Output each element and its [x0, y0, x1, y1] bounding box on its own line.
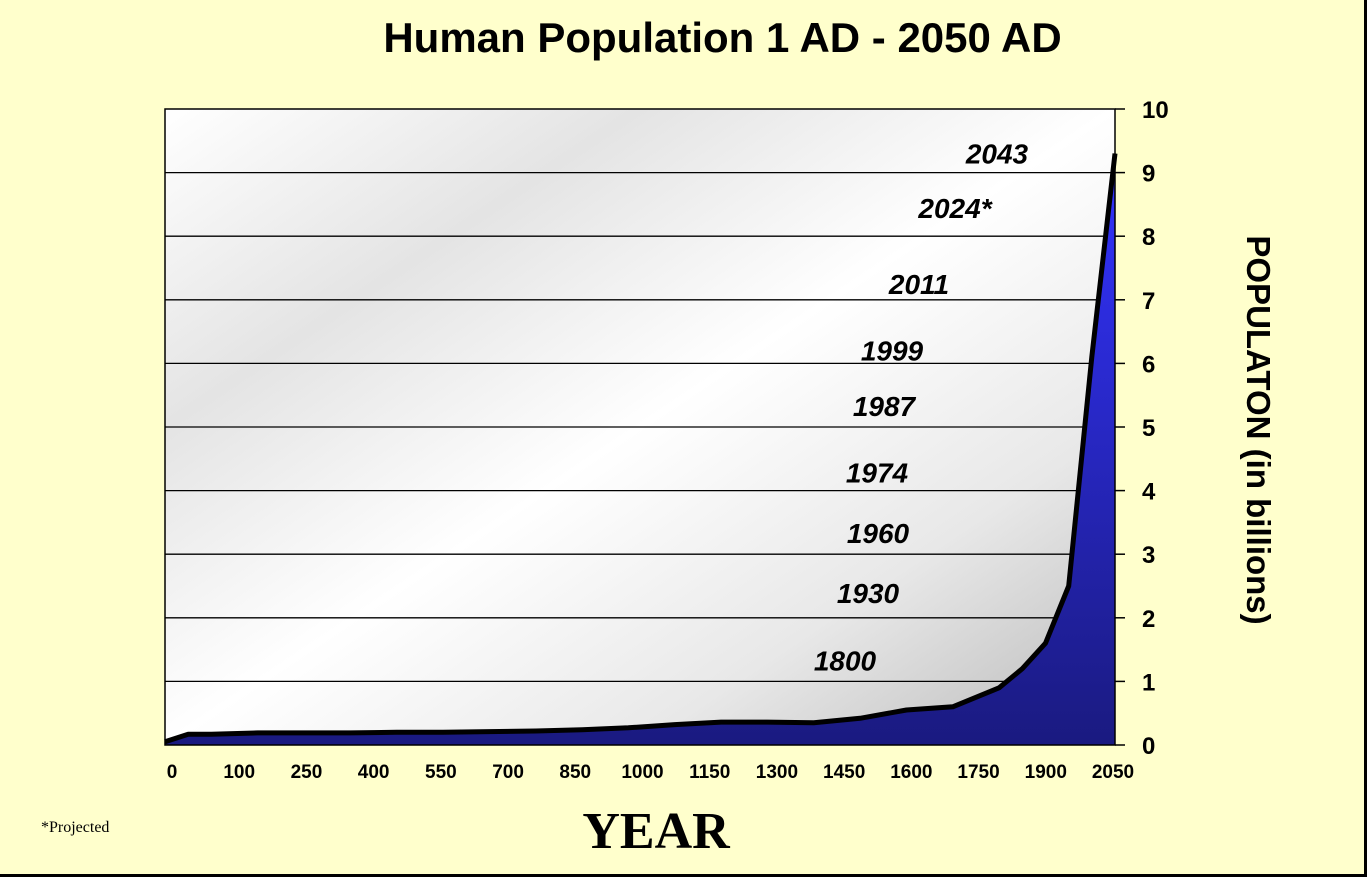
y-tick-label: 4 — [1142, 479, 1156, 506]
population-area — [165, 153, 1115, 745]
x-tick-label: 1750 — [957, 762, 999, 783]
milestone-label: 1930 — [837, 578, 900, 609]
x-tick-label: 1000 — [621, 762, 663, 783]
milestone-label: 1974 — [846, 458, 909, 489]
x-tick-label: 850 — [559, 762, 591, 783]
frame-edge-right — [1364, 0, 1367, 877]
footnote: *Projected — [41, 819, 110, 836]
milestone-labels: 1800 1930 1960 1974 1987 1999 2011 2024* 2043 — [814, 139, 1029, 677]
x-axis-ticks: 0 100 250 400 550 700 850 1000 1150 1300 1450 1600 1… — [167, 762, 1134, 783]
x-tick-label: 1300 — [756, 762, 798, 783]
milestone-label: 1800 — [814, 645, 877, 676]
y-tick-label: 0 — [1142, 733, 1155, 760]
x-tick-label: 550 — [425, 762, 457, 783]
x-tick-label: 100 — [223, 762, 255, 783]
y-tick-label: 8 — [1142, 224, 1155, 251]
x-axis-title: YEAR — [582, 803, 731, 860]
x-tick-label: 700 — [492, 762, 524, 783]
milestone-label: 2011 — [888, 269, 949, 300]
y-axis-ticks: 0 1 2 3 4 5 6 7 8 9 10 — [1115, 97, 1169, 760]
milestone-label: 1987 — [853, 391, 917, 422]
x-tick-label: 1450 — [823, 762, 865, 783]
milestone-label: 1999 — [861, 335, 924, 366]
milestone-label: 1960 — [847, 518, 910, 549]
y-tick-label: 10 — [1142, 97, 1169, 124]
x-tick-label: 250 — [291, 762, 323, 783]
y-tick-label: 7 — [1142, 288, 1155, 315]
x-tick-label: 400 — [358, 762, 390, 783]
x-tick-label: 1600 — [890, 762, 932, 783]
gridlines — [165, 171, 1115, 683]
x-tick-label: 2050 — [1092, 762, 1134, 783]
x-tick-label: 0 — [167, 762, 178, 783]
y-tick-label: 3 — [1142, 542, 1155, 569]
chart-title: Human Population 1 AD - 2050 AD — [383, 14, 1062, 61]
y-tick-label: 1 — [1142, 669, 1155, 696]
y-tick-label: 9 — [1142, 161, 1155, 188]
population-line — [164, 153, 1118, 745]
x-tick-label: 1150 — [689, 762, 730, 783]
frame-edge-bottom — [0, 874, 1367, 877]
y-tick-label: 2 — [1142, 606, 1155, 633]
milestone-label: 2024* — [917, 193, 992, 224]
y-tick-label: 6 — [1142, 351, 1155, 378]
y-tick-label: 5 — [1142, 415, 1155, 442]
y-axis-title: POPULATON (in billions) — [1240, 235, 1277, 624]
x-tick-label: 1900 — [1025, 762, 1067, 783]
milestone-label: 2043 — [965, 139, 1029, 170]
